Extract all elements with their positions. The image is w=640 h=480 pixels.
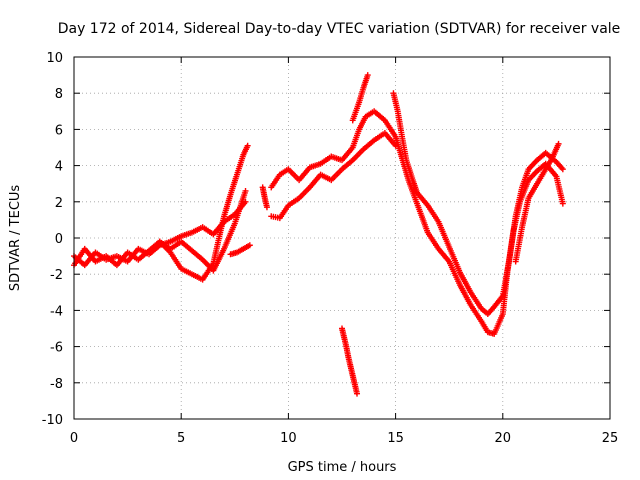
series-trace-i [339,325,361,397]
data-point [555,140,562,147]
series-trace-d [227,242,253,258]
x-tick-label: 0 [70,431,78,446]
y-tick-label: -8 [50,377,63,392]
data-point [263,204,270,211]
data-point [354,390,361,397]
grid-lines [74,57,610,419]
x-tick-label: 10 [280,431,297,446]
y-tick-label: -4 [50,304,63,319]
y-tick-label: -6 [50,341,63,356]
x-tick-label: 15 [387,431,404,446]
y-tick-label: 4 [55,160,63,175]
y-tick-label: 0 [55,232,63,247]
data-markers [71,72,566,397]
chart-title: Day 172 of 2014, Sidereal Day-to-day VTE… [58,21,621,37]
plot-frame [73,56,611,420]
axis-ticks: 0 5 10 15 20 25 -10 -8 -6 -4 -2 0 2 4 6 8 10 [42,51,619,446]
series-trace-e [259,184,270,211]
data-point [559,200,566,207]
x-tick-label: 20 [495,431,512,446]
y-tick-label: 2 [55,196,63,211]
series-trace-c [156,142,251,283]
series-trace-h [349,72,371,124]
x-tick-label: 25 [602,431,619,446]
y-axis-label: SDTVAR / TECUs [8,185,23,292]
y-tick-label: 10 [46,51,63,66]
x-tick-label: 5 [177,431,185,446]
data-point [244,142,251,149]
data-point [364,72,371,79]
y-tick-label: -2 [50,268,63,283]
y-tick-label: 8 [55,87,63,102]
y-tick-label: -10 [42,413,63,428]
series-trace-g [268,130,399,222]
series-trace-l [512,140,562,265]
series-trace-f [268,108,399,191]
data-point [242,187,249,194]
series-trace-k [392,133,566,337]
y-tick-label: 6 [55,123,63,138]
data-point [246,242,253,249]
data-point [559,166,566,173]
x-axis-label: GPS time / hours [288,460,397,475]
